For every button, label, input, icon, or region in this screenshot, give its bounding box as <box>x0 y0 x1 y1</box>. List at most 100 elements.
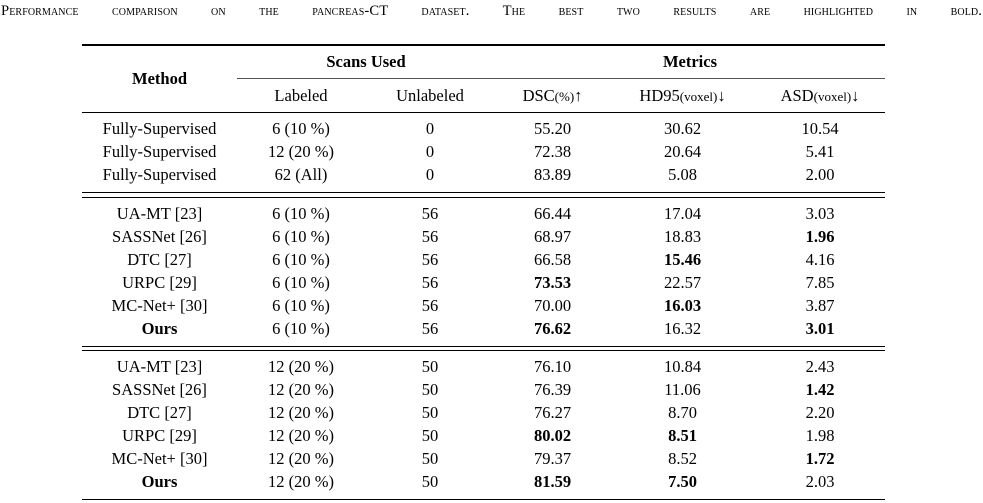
table-row: URPC [29] 12 (20 %) 50 80.02 8.51 1.98 <box>82 425 885 448</box>
dsc-cell: 70.00 <box>533 295 572 315</box>
labeled-cell: 6 (10 %) <box>272 295 330 315</box>
asd-cell: 3.01 <box>805 318 835 338</box>
method-cell: DTC [27] <box>127 249 192 269</box>
hd95-cell: 10.84 <box>663 357 702 377</box>
table-row: UA-MT [23] 6 (10 %) 56 66.44 17.04 3.03 <box>82 197 885 226</box>
metric-unit: (voxel) <box>813 88 852 104</box>
unlabeled-cell: 0 <box>425 142 435 162</box>
labeled-cell: 12 (20 %) <box>268 449 334 469</box>
down-arrow-icon: ↓ <box>717 85 726 105</box>
dsc-cell: 66.44 <box>533 203 572 223</box>
table-row: UA-MT [23] 12 (20 %) 50 76.10 10.84 2.43 <box>82 351 885 380</box>
unlabeled-cell: 50 <box>421 357 439 377</box>
table-row: Fully-Supervised 62 (All) 0 83.89 5.08 2.00 <box>82 164 885 193</box>
labeled-cell: 6 (10 %) <box>272 318 330 338</box>
method-cell: DTC [27] <box>127 403 192 423</box>
asd-cell: 2.20 <box>805 403 835 423</box>
table-body: Fully-Supervised 6 (10 %) 0 55.20 30.62 10.54… <box>82 113 885 503</box>
asd-cell: 1.96 <box>805 226 835 246</box>
dsc-cell: 68.97 <box>533 226 572 246</box>
hd95-cell: 20.64 <box>663 142 702 162</box>
asd-cell: 4.16 <box>805 249 835 269</box>
method-cell: Fully-Supervised <box>102 119 217 139</box>
table-row: MC-Net+ [30] 6 (10 %) 56 70.00 16.03 3.87 <box>82 295 885 318</box>
method-cell: MC-Net+ [30] <box>111 295 208 315</box>
hd95-cell: 22.57 <box>663 272 702 292</box>
hd95-cell: 7.50 <box>668 472 697 492</box>
hd95-cell: 30.62 <box>663 119 702 139</box>
hd95-cell: 8.70 <box>668 403 697 423</box>
unlabeled-cell: 0 <box>425 119 435 139</box>
bottom-rule <box>82 499 885 503</box>
method-cell: SASSNet [26] <box>112 226 207 246</box>
up-arrow-icon: ↑ <box>574 85 583 105</box>
method-cell: MC-Net+ [30] <box>111 449 208 469</box>
unlabeled-cell: 56 <box>421 272 439 292</box>
table-row: SASSNet [26] 6 (10 %) 56 68.97 18.83 1.96 <box>82 226 885 249</box>
dsc-cell: 66.58 <box>533 249 572 269</box>
table-row: DTC [27] 6 (10 %) 56 66.58 15.46 4.16 <box>82 249 885 272</box>
method-cell: UA-MT [23] <box>116 357 203 377</box>
hd95-cell: 15.46 <box>663 249 702 269</box>
unlabeled-cell: 0 <box>425 165 435 185</box>
table-header: Method Scans Used Metrics Labeled Unlabe… <box>82 45 885 113</box>
unlabeled-cell: 56 <box>421 318 439 338</box>
unlabeled-cell: 56 <box>421 295 439 315</box>
group-header-row: Method Scans Used Metrics <box>82 45 885 113</box>
table-row: SASSNet [26] 12 (20 %) 50 76.39 11.06 1.42 <box>82 379 885 402</box>
hd95-cell: 16.03 <box>663 295 702 315</box>
unlabeled-cell: 50 <box>421 449 439 469</box>
dsc-cell: 79.37 <box>533 449 572 469</box>
labeled-cell: 12 (20 %) <box>268 357 334 377</box>
col-header-method: Method <box>82 45 237 113</box>
labeled-cell: 12 (20 %) <box>268 472 334 492</box>
labeled-cell: 12 (20 %) <box>268 380 334 400</box>
col-header-unlabeled: Unlabeled <box>365 78 495 113</box>
labeled-cell: 12 (20 %) <box>268 142 334 162</box>
dsc-cell: 72.38 <box>533 142 572 162</box>
labeled-cell: 6 (10 %) <box>272 226 330 246</box>
rule-line <box>82 499 885 503</box>
col-group-metrics: Metrics <box>495 45 885 79</box>
table-row: MC-Net+ [30] 12 (20 %) 50 79.37 8.52 1.72 <box>82 448 885 471</box>
asd-cell: 2.03 <box>805 472 835 492</box>
labeled-cell: 6 (10 %) <box>272 119 330 139</box>
table-row: Fully-Supervised 12 (20 %) 0 72.38 20.64 5.41 <box>82 141 885 164</box>
hd95-cell: 11.06 <box>664 380 701 400</box>
labeled-cell: 6 (10 %) <box>272 249 330 269</box>
asd-cell: 10.54 <box>801 119 839 139</box>
asd-cell: 2.00 <box>805 165 835 185</box>
hd95-cell: 18.83 <box>663 226 702 246</box>
dsc-cell: 83.89 <box>533 165 572 185</box>
dsc-cell: 76.27 <box>533 403 572 423</box>
dsc-cell: 76.39 <box>533 380 572 400</box>
method-cell: URPC [29] <box>122 272 197 292</box>
col-header-dsc: DSC(%)↑ <box>495 78 610 113</box>
method-cell: URPC [29] <box>122 426 197 446</box>
labeled-cell: 12 (20 %) <box>268 403 334 423</box>
col-header-labeled: Labeled <box>237 78 365 113</box>
unlabeled-cell: 50 <box>421 426 439 446</box>
hd95-cell: 8.51 <box>668 426 697 446</box>
labeled-cell: 6 (10 %) <box>272 272 330 292</box>
sub-header-row: Labeled Unlabeled DSC(%)↑ HD95(voxel)↓ A… <box>82 78 885 113</box>
dsc-cell: 76.62 <box>533 318 572 338</box>
results-table: Method Scans Used Metrics Labeled Unlabe… <box>82 44 885 503</box>
col-group-scans-used: Scans Used <box>237 45 495 79</box>
metric-name: HD95 <box>639 85 680 105</box>
table-row: URPC [29] 6 (10 %) 56 73.53 22.57 7.85 <box>82 272 885 295</box>
hd95-cell: 17.04 <box>663 203 702 223</box>
hd95-cell: 5.08 <box>668 165 697 185</box>
method-cell: Ours <box>141 318 178 338</box>
unlabeled-cell: 56 <box>421 203 439 223</box>
method-cell: Fully-Supervised <box>102 142 217 162</box>
table-row: DTC [27] 12 (20 %) 50 76.27 8.70 2.20 <box>82 402 885 425</box>
dsc-cell: 76.10 <box>533 357 572 377</box>
asd-cell: 2.43 <box>805 357 835 377</box>
unlabeled-cell: 50 <box>421 472 439 492</box>
block-separator-rule <box>82 192 885 198</box>
unlabeled-cell: 56 <box>421 226 439 246</box>
unlabeled-cell: 50 <box>421 380 439 400</box>
table-caption: Performance comparison on the pancreas-C… <box>1 3 982 19</box>
metric-name: DSC <box>522 85 555 105</box>
